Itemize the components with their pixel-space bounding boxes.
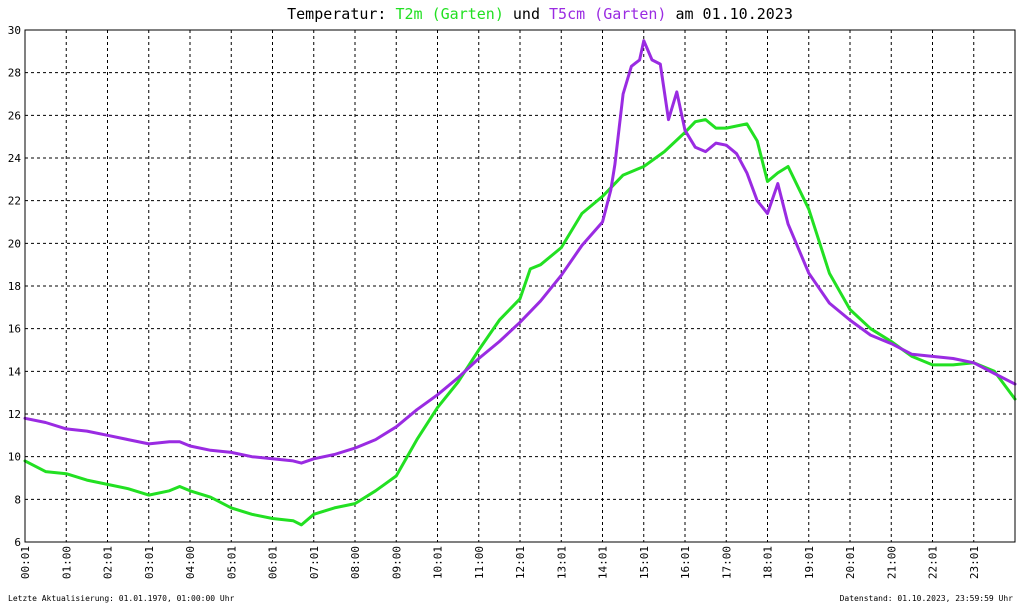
x-tick-label: 10:01 <box>432 546 445 579</box>
chart-title: Temperatur: T2m (Garten) und T5cm (Garte… <box>287 5 793 23</box>
x-tick-label: 23:01 <box>968 546 981 579</box>
y-axis-ticks: 6 8 10 12 14 16 18 20 22 24 26 28 30 <box>8 24 22 549</box>
chart-title-series-t2m: T2m (Garten) <box>396 5 504 23</box>
y-tick-label: 18 <box>8 280 21 293</box>
chart-grid <box>25 30 1015 542</box>
y-tick-label: 6 <box>14 536 21 549</box>
x-tick-label: 06:01 <box>267 546 280 579</box>
chart-title-prefix: Temperatur: <box>287 5 395 23</box>
y-tick-label: 30 <box>8 24 21 37</box>
svg-text:Temperatur: T2m (Garten) und T: Temperatur: T2m (Garten) und T5cm (Garte… <box>287 5 793 23</box>
x-tick-label: 05:01 <box>225 546 238 579</box>
x-tick-label: 16:01 <box>679 546 692 579</box>
series-line-t5cm <box>23 39 1017 465</box>
chart-title-series-t5cm: T5cm (Garten) <box>549 5 666 23</box>
x-tick-label: 19:01 <box>803 546 816 579</box>
chart-series <box>23 39 1017 527</box>
x-tick-label: 09:00 <box>390 546 403 579</box>
chart-title-suffix: am 01.10.2023 <box>666 5 792 23</box>
series-line-t2m <box>23 118 1017 527</box>
plot-frame <box>24 29 1016 543</box>
y-tick-label: 24 <box>8 152 22 165</box>
x-tick-label: 13:01 <box>555 546 568 579</box>
y-tick-label: 20 <box>8 237 21 250</box>
x-tick-label: 15:01 <box>638 546 651 579</box>
x-tick-label: 07:01 <box>308 546 321 579</box>
x-tick-label: 02:01 <box>102 546 115 579</box>
footer-last-update: Letzte Aktualisierung: 01.01.1970, 01:00… <box>8 594 235 603</box>
x-tick-label: 18:01 <box>762 546 775 579</box>
y-tick-label: 10 <box>8 451 21 464</box>
x-tick-label: 04:00 <box>184 546 197 579</box>
x-tick-label: 03:01 <box>143 546 156 579</box>
x-tick-label: 17:00 <box>720 546 733 579</box>
x-tick-label: 08:00 <box>349 546 362 579</box>
x-tick-label: 22:01 <box>927 546 940 579</box>
x-tick-label: 00:01 <box>19 546 32 579</box>
footer-data-status: Datenstand: 01.10.2023, 23:59:59 Uhr <box>840 594 1014 603</box>
y-tick-label: 26 <box>8 109 21 122</box>
y-tick-label: 12 <box>8 408 21 421</box>
y-tick-label: 8 <box>14 493 21 506</box>
x-tick-label: 01:00 <box>60 546 73 579</box>
x-tick-label: 20:01 <box>844 546 857 579</box>
x-tick-label: 12:01 <box>514 546 527 579</box>
x-tick-label: 14:01 <box>597 546 610 579</box>
y-tick-label: 28 <box>8 67 21 80</box>
x-tick-label: 11:00 <box>473 546 486 579</box>
chart-title-middle: und <box>504 5 549 23</box>
x-axis-ticks: 00:01 01:00 02:01 03:01 04:00 05:01 06:01 07:01… <box>19 546 981 579</box>
x-tick-label: 21:00 <box>885 546 898 579</box>
y-tick-label: 22 <box>8 195 21 208</box>
y-tick-label: 16 <box>8 323 21 336</box>
y-tick-label: 14 <box>8 365 22 378</box>
